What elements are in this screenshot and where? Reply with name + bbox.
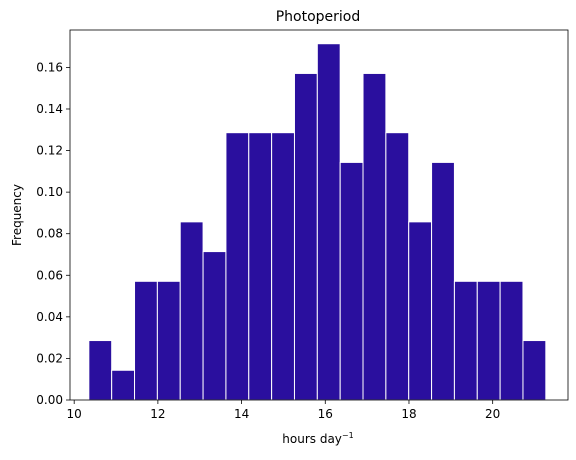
histogram-bar <box>316 43 341 401</box>
histogram-bar <box>248 132 273 401</box>
x-tick-label: 18 <box>401 407 416 421</box>
x-tick-label: 20 <box>485 407 500 421</box>
histogram-bar <box>408 221 433 401</box>
histogram-bar <box>202 251 227 401</box>
y-tick-label: 0.06 <box>36 268 63 282</box>
chart-title: Photoperiod <box>276 9 361 25</box>
bars-group <box>88 43 547 401</box>
y-tick-label: 0.14 <box>36 102 63 116</box>
x-tick-label: 14 <box>234 407 249 421</box>
x-axis-label-superscript: −1 <box>342 431 354 440</box>
y-axis-label: Frequency <box>10 184 24 246</box>
x-axis-ticks: 10 12 14 16 18 20 <box>67 400 500 421</box>
x-tick-label: 16 <box>318 407 333 421</box>
histogram-bar <box>156 280 181 401</box>
histogram-bar <box>431 161 455 401</box>
x-tick-label: 12 <box>150 407 165 421</box>
y-tick-label: 0.04 <box>36 310 63 324</box>
x-tick-label: 10 <box>67 407 82 421</box>
histogram-bar <box>499 280 524 401</box>
histogram-bar <box>88 340 113 401</box>
y-axis-ticks: 0.00 0.02 0.04 0.06 0.08 0.10 0.12 0.14 0.16 <box>36 60 70 407</box>
histogram-bar <box>362 72 387 401</box>
histogram-bar <box>225 132 250 401</box>
histogram-bar <box>339 161 364 401</box>
y-tick-label: 0.08 <box>36 227 63 241</box>
histogram-bar <box>179 221 204 401</box>
histogram-bar <box>522 340 547 401</box>
plot-frame <box>69 29 569 401</box>
y-tick-label: 0.00 <box>36 393 63 407</box>
histogram-bar <box>476 280 501 401</box>
histogram-bar <box>293 72 318 401</box>
y-tick-label: 0.02 <box>36 351 63 365</box>
histogram-bar <box>271 132 295 401</box>
histogram-bar <box>134 280 158 401</box>
y-tick-label: 0.12 <box>36 144 63 158</box>
histogram-bar <box>385 132 410 401</box>
histogram-bar <box>111 369 136 401</box>
histogram-bar <box>453 280 478 401</box>
y-tick-label: 0.10 <box>36 185 63 199</box>
x-axis-label: hours day−1 <box>282 431 353 446</box>
y-tick-label: 0.16 <box>36 60 63 74</box>
